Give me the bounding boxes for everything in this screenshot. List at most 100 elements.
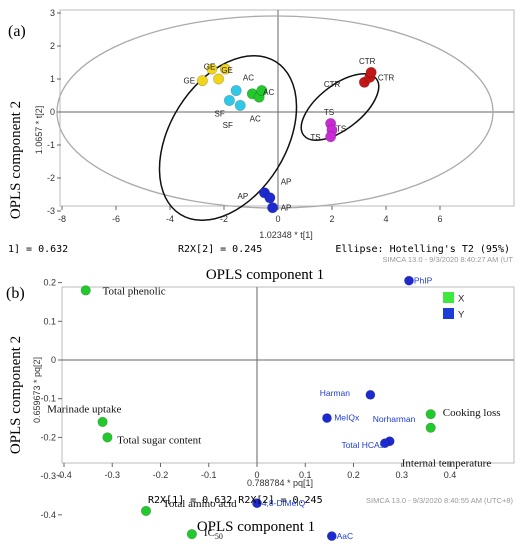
y-variable-label-5: 4,8-DiMeIQ (262, 498, 306, 508)
x-variable-point-1 (97, 416, 108, 428)
panel-a-axis-y-title: 1.0657 * t[2] (34, 106, 44, 155)
panel-a-x-ticks: -8 -6 -4 -2 0 2 4 6 (58, 206, 443, 224)
panel-a-axis-x-title: 1.02348 * t[1] (259, 230, 313, 240)
legend-label-x: X (458, 294, 465, 305)
panel-b-footer: R2X[1] = 0.632 R2X[2] = 0.245 (148, 495, 323, 506)
panel-a-ylabel: OPLS component 2 (8, 101, 24, 219)
y-variable-label-1: Harman (320, 388, 351, 398)
point-label-12: CTR (324, 80, 341, 89)
point-ge-0 (196, 75, 208, 87)
y-variable-label-3: Norharman (373, 414, 416, 424)
panel-a-label: (a) (8, 23, 26, 40)
point-ap-1 (264, 192, 276, 204)
y-variable-point-4 (379, 438, 390, 449)
point-label-15: TS (336, 125, 346, 134)
b-x-tick-label-6: 0.2 (347, 470, 360, 480)
point-ts-2 (325, 131, 337, 143)
point-ac-2 (256, 85, 268, 97)
point-sf-0 (230, 85, 242, 97)
point-ctr-2 (365, 66, 377, 78)
point-label-11: CTR (359, 57, 376, 66)
y-variable-point-6 (326, 531, 337, 541)
b-y-tick-label-4: -0.2 (40, 432, 56, 442)
point-ge-1 (206, 63, 218, 75)
x-variable-point-3 (140, 505, 152, 517)
panel-b-y-ticks: 0.2 0.1 0 -0.1 -0.2 -0.3 -0.4 -0.5 (40, 278, 62, 550)
b-x-tick-label-8: 0.4 (444, 470, 457, 480)
panel-a-xlabel: OPLS component 1 (206, 267, 324, 283)
y-variable-point-2 (322, 413, 332, 423)
point-sf-1 (223, 94, 235, 106)
panel-a-stamp: SIMCA 13.0 - 9/3/2020 8:40:27 AM (UT (383, 255, 514, 264)
point-label-10: AP (281, 204, 292, 213)
y-tick-label-6: 3 (50, 8, 55, 18)
legend-swatch-x (443, 292, 454, 303)
x-tick-label-3: -2 (220, 214, 228, 224)
x-variable-point-2 (102, 432, 113, 443)
x-variable-label-5: Cooking loss (443, 407, 501, 419)
x-variable-point-4 (186, 529, 197, 540)
y-tick-label-2: -1 (47, 140, 55, 150)
point-label-9: AP (281, 177, 292, 186)
y-tick-label-4: 1 (50, 74, 55, 84)
panel-b-plot-frame (61, 286, 515, 464)
y-variable-label-6: AaC (337, 531, 354, 541)
b-y-tick-label-6: -0.4 (40, 510, 56, 520)
x-tick-label-0: -8 (58, 214, 66, 224)
point-label-2: GE (221, 66, 233, 75)
point-label-13: CTR (378, 73, 395, 82)
point-label-6: AC (263, 88, 274, 97)
b-y-tick-label-5: -0.3 (40, 471, 56, 481)
y-variable-point-5 (252, 498, 262, 509)
b-x-tick-label-1: -0.3 (104, 470, 120, 480)
panel-b-legend: XY (443, 292, 465, 321)
y-variable-point-1 (365, 389, 376, 400)
y-tick-label-1: -2 (47, 173, 55, 183)
b-x-tick-label-4: 0 (254, 470, 259, 480)
panel-b-axis-x-title: 0.788784 * pq[1] (247, 478, 313, 488)
x-tick-label-7: 6 (437, 214, 442, 224)
b-y-tick-label-2: 0 (51, 355, 56, 365)
point-label-0: GE (184, 77, 196, 86)
point-ge-3 (219, 63, 231, 75)
panel-b-xlabel: OPLS component 1 (197, 519, 315, 535)
panel-a-footer-right: Ellipse: Hotelling's T2 (95%) (335, 244, 510, 255)
b-y-tick-label-0: 0.2 (43, 278, 56, 288)
point-label-3: SF (215, 110, 225, 119)
b-x-tick-label-2: -0.2 (153, 470, 169, 480)
y-variable-label-4: Total HCAs (341, 440, 384, 450)
panel-b-points (80, 275, 436, 541)
b-y-tick-label-3: -0.1 (40, 394, 56, 404)
panel-a-footer-left: 1] = 0.632 (8, 244, 68, 255)
x-tick-label-6: 4 (383, 214, 388, 224)
y-tick-label-3: 0 (50, 107, 55, 117)
y-tick-label-0: -3 (47, 206, 55, 216)
panel-b-axis-y-title: 0.659673 * pq[2] (32, 357, 42, 423)
x-tick-label-5: 2 (329, 214, 334, 224)
x-variable-point-6 (425, 422, 436, 433)
x-variable-label-1: Marinade uptake (47, 403, 121, 415)
panel-a-plot-frame (59, 9, 515, 207)
b-x-tick-label-5: 0.1 (299, 470, 312, 480)
b-x-tick-label-7: 0.3 (395, 470, 408, 480)
panel-a-footer-mid: R2X[2] = 0.245 (178, 244, 262, 255)
panel-b-label: (b) (6, 285, 25, 302)
panel-b-x-ticks: -0.4 -0.3 -0.2 -0.1 0 0.1 0.2 0.3 0.4 (56, 463, 456, 480)
y-variable-label-2: MeIQx (334, 412, 360, 422)
point-ap-2 (267, 202, 279, 214)
legend-label-y: Y (458, 310, 465, 321)
panel-a-points (196, 63, 377, 214)
point-label-5: AC (243, 73, 254, 82)
b-y-tick-label-1: 0.1 (43, 316, 56, 326)
point-sf-2 (234, 99, 246, 111)
panel-b-ylabel: OPLS component 2 (8, 336, 24, 454)
point-label-1: GE (204, 62, 216, 71)
b-x-tick-label-3: -0.1 (201, 470, 217, 480)
y-variable-label-0: PhIP (414, 276, 433, 286)
legend-swatch-y (443, 308, 454, 319)
x-variable-label-0: Total phenolic (103, 285, 166, 297)
panel-a: (a) OPLS component 2 1.0657 * t[2] GE GE G… (8, 8, 515, 283)
x-tick-label-1: -6 (112, 214, 120, 224)
